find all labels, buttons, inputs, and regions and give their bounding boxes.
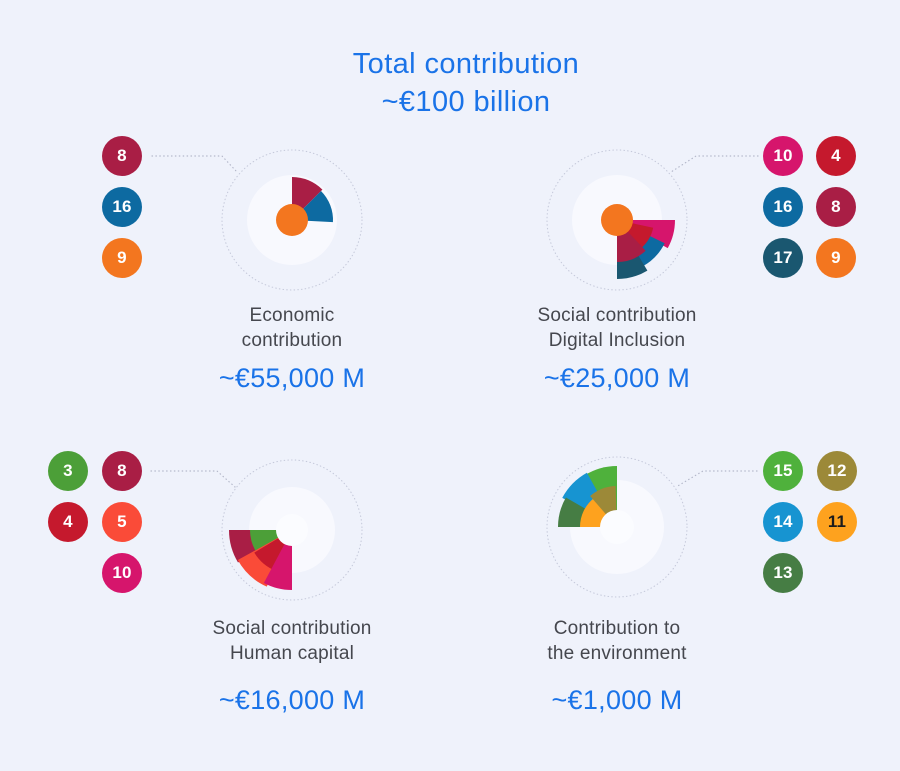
- sdg-badge-12: 12: [817, 451, 857, 491]
- economic-contribution-connector-line: [151, 155, 238, 173]
- label-line-1: Social contribution: [537, 305, 697, 326]
- sdg-badge-8: 8: [102, 451, 142, 491]
- human-capital-amount: ~€16,000 M: [218, 685, 366, 715]
- label-line-1: Social contribution: [212, 618, 372, 639]
- label-line-1: Economic: [249, 305, 335, 326]
- social-contribution-human-capital-dotted-ring: [221, 459, 363, 601]
- sdg-badge-17: 17: [763, 238, 803, 278]
- sdg-badge-13: 13: [763, 553, 803, 593]
- sdg-badge-11: 11: [817, 502, 857, 542]
- social-contribution-digital-inclusion-connector-line: [670, 155, 759, 173]
- contribution-to-the-environment-dotted-ring: [546, 456, 688, 598]
- digital-inclusion-amount: ~€25,000 M: [543, 363, 691, 393]
- sdg-badge-16: 16: [102, 187, 142, 227]
- sdg-badge-14: 14: [763, 502, 803, 542]
- sdg-badge-16: 16: [763, 187, 803, 227]
- sdg-badge-4: 4: [816, 136, 856, 176]
- social-contribution-digital-inclusion-center-disc: [601, 204, 633, 236]
- human-capital-label: Social contribution Human capital: [132, 616, 452, 666]
- label-line-2: Digital Inclusion: [548, 330, 686, 351]
- label-line-1: Contribution to: [553, 618, 681, 639]
- contribution-to-the-environment-donut-hole: [600, 510, 634, 544]
- sdg-badge-5: 5: [102, 502, 142, 542]
- sdg-badge-3: 3: [48, 451, 88, 491]
- sdg-badge-8: 8: [102, 136, 142, 176]
- sdg-badge-9: 9: [102, 238, 142, 278]
- economic-contribution-center-disc: [276, 204, 308, 236]
- sdg-badge-9: 9: [816, 238, 856, 278]
- title-line-2: ~€100 billion: [381, 86, 551, 118]
- economic-contribution-amount: ~€55,000 M: [218, 363, 366, 393]
- economic-contribution-label: Economic contribution: [132, 303, 452, 353]
- sdg-badge-10: 10: [763, 136, 803, 176]
- human-capital-text: Social contribution Human capital ~€16,0…: [132, 616, 452, 716]
- sdg-badge-4: 4: [48, 502, 88, 542]
- digital-inclusion-label: Social contribution Digital Inclusion: [457, 303, 777, 353]
- social-contribution-digital-inclusion-dotted-ring: [546, 149, 688, 291]
- environment-text: Contribution to the environment ~€1,000 …: [457, 616, 777, 716]
- page-title: Total contribution ~€100 billion: [216, 45, 716, 121]
- economic-contribution-dotted-ring: [221, 149, 363, 291]
- environment-amount: ~€1,000 M: [551, 685, 683, 715]
- social-contribution-human-capital-wedge-sdg-10: [263, 530, 292, 590]
- label-line-2: Human capital: [229, 643, 355, 664]
- sdg-badge-10: 10: [102, 553, 142, 593]
- social-contribution-human-capital-connector-line: [150, 470, 236, 488]
- economic-contribution-text: Economic contribution ~€55,000 M: [132, 303, 452, 394]
- label-line-2: the environment: [547, 643, 687, 664]
- label-line-2: contribution: [241, 330, 343, 351]
- digital-inclusion-text: Social contribution Digital Inclusion ~€…: [457, 303, 777, 394]
- contribution-to-the-environment-connector-line: [675, 470, 758, 488]
- sdg-badge-8: 8: [816, 187, 856, 227]
- sdg-badge-15: 15: [763, 451, 803, 491]
- title-line-1: Total contribution: [352, 48, 580, 80]
- social-contribution-human-capital-donut-hole: [276, 514, 308, 546]
- environment-label: Contribution to the environment: [457, 616, 777, 666]
